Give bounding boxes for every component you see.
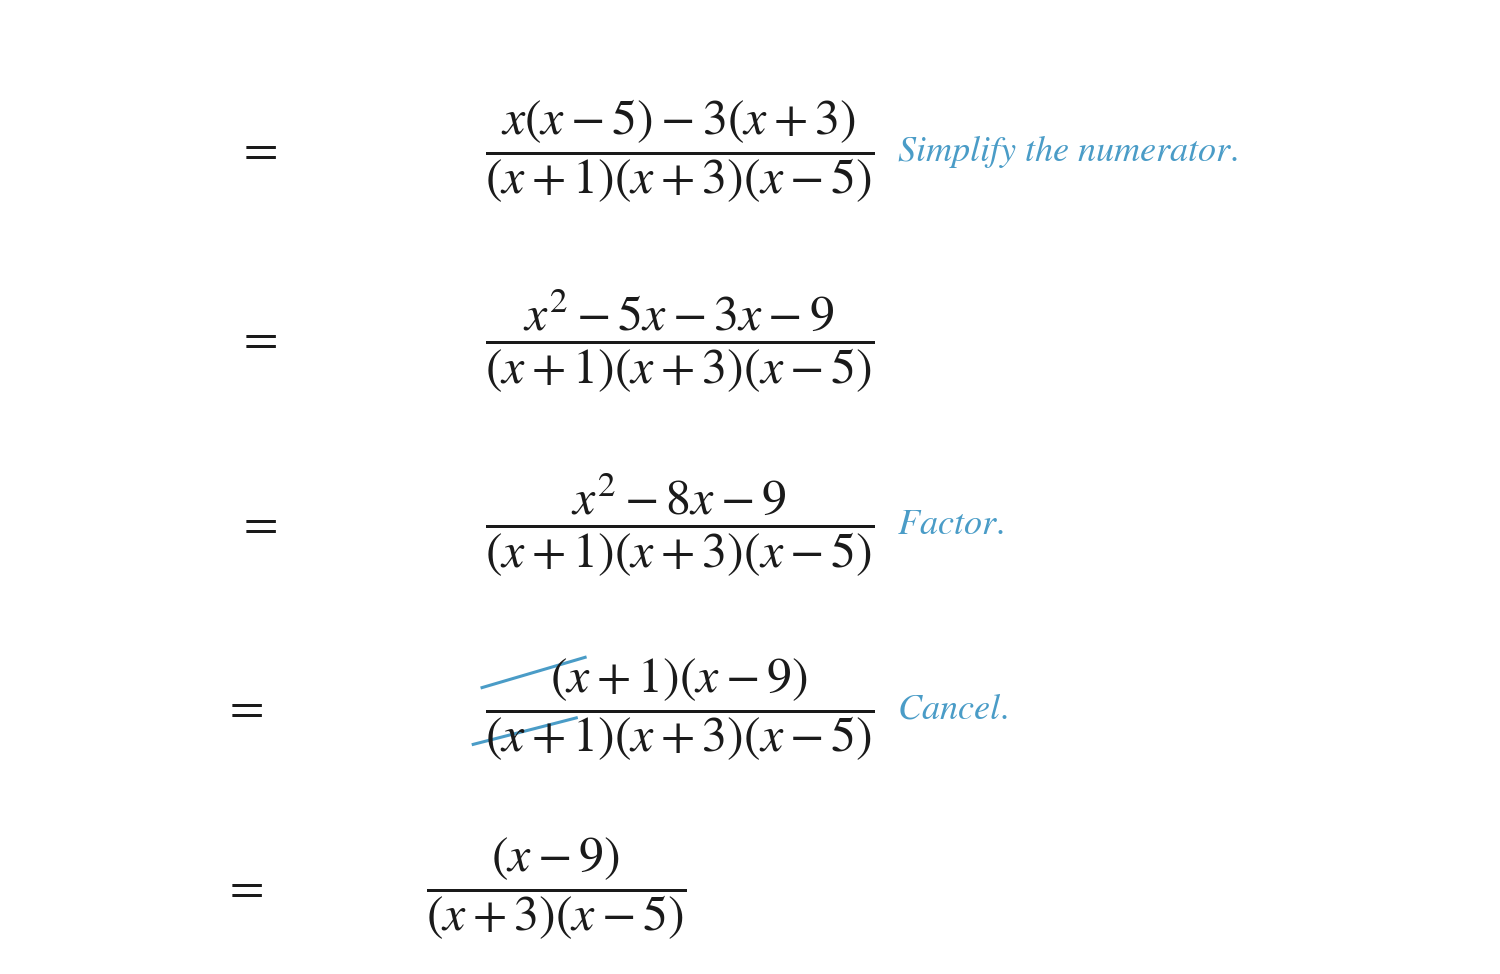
- Text: $=$: $=$: [222, 687, 262, 732]
- Text: $=$: $=$: [237, 503, 278, 547]
- Text: $=$: $=$: [237, 129, 278, 173]
- Text: $\dfrac{x^2-5x-3x-9}{(x+1)(x+3)(x-5)}$: $\dfrac{x^2-5x-3x-9}{(x+1)(x+3)(x-5)}$: [484, 287, 874, 393]
- Text: $\dfrac{x(x-5)-3(x+3)}{(x+1)(x+3)(x-5)}$: $\dfrac{x(x-5)-3(x+3)}{(x+1)(x+3)(x-5)}$: [484, 97, 874, 205]
- Text: $=$: $=$: [237, 318, 278, 363]
- Text: $\it{Simplify\ the\ numerator.}$: $\it{Simplify\ the\ numerator.}$: [897, 132, 1239, 169]
- Text: $\it{Cancel.}$: $\it{Cancel.}$: [897, 693, 1008, 726]
- Text: $=$: $=$: [222, 867, 262, 912]
- Text: $\dfrac{(x+1)(x-9)}{(x+1)(x+3)(x-5)}$: $\dfrac{(x+1)(x-9)}{(x+1)(x+3)(x-5)}$: [484, 656, 874, 763]
- Text: $\dfrac{x^2-8x-9}{(x+1)(x+3)(x-5)}$: $\dfrac{x^2-8x-9}{(x+1)(x+3)(x-5)}$: [484, 471, 874, 579]
- Text: $\it{Factor.}$: $\it{Factor.}$: [897, 508, 1004, 541]
- Text: $\dfrac{(x-9)}{(x+3)(x-5)}$: $\dfrac{(x-9)}{(x+3)(x-5)}$: [426, 836, 687, 942]
